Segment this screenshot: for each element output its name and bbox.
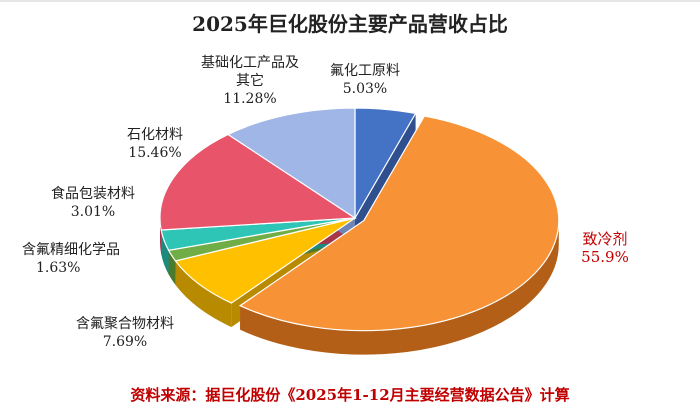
- chart-title: 2025年巨化股份主要产品营收占比: [192, 12, 508, 36]
- label-致冷剂: 致冷剂 55.9%: [565, 230, 645, 266]
- slice-side-4: [161, 230, 169, 275]
- label-石化材料: 石化材料 15.46%: [110, 126, 200, 162]
- label-基础化工产品及其它-value: 11.28%: [223, 91, 277, 107]
- label-含氟精细化学品-value: 1.63%: [36, 260, 81, 276]
- slice-side-1: [240, 220, 559, 355]
- label-致冷剂-name: 致冷剂: [582, 230, 628, 248]
- label-食品包装材料-value: 3.01%: [70, 204, 116, 220]
- label-基础化工产品及其它-name: 基础化工产品及其它: [201, 55, 299, 89]
- label-氟化工原料-value: 5.03%: [342, 81, 388, 97]
- label-基础化工产品及其它: 基础化工产品及其它 11.28%: [195, 54, 305, 108]
- slice-石化材料: [159, 133, 357, 231]
- label-含氟聚合物材料: 含氟聚合物材料 7.69%: [60, 315, 190, 351]
- label-含氟精细化学品: 含氟精细化学品 1.63%: [22, 241, 152, 277]
- slice-基础化工产品及其它: [226, 107, 356, 220]
- label-含氟精细化学品-name: 含氟精细化学品: [22, 242, 120, 258]
- slice-致冷剂: [238, 115, 560, 332]
- label-食品包装材料-name: 食品包装材料: [51, 186, 135, 202]
- label-氟化工原料: 氟化工原料 5.03%: [310, 62, 420, 98]
- slice-含氟聚合物材料: [174, 217, 356, 304]
- source-note: 资料来源：据巨化股份《2025年1-12月主要经营数据公告》计算: [130, 386, 570, 404]
- label-氟化工原料-name: 氟化工原料: [330, 63, 400, 79]
- slice-side-2: [175, 260, 232, 328]
- label-含氟聚合物材料-name: 含氟聚合物材料: [76, 316, 174, 332]
- label-食品包装材料: 食品包装材料 3.01%: [38, 185, 148, 221]
- label-石化材料-name: 石化材料: [127, 127, 183, 143]
- label-含氟聚合物材料-value: 7.69%: [102, 334, 148, 350]
- label-致冷剂-value: 55.9%: [581, 248, 629, 266]
- label-石化材料-value: 15.46%: [128, 145, 182, 161]
